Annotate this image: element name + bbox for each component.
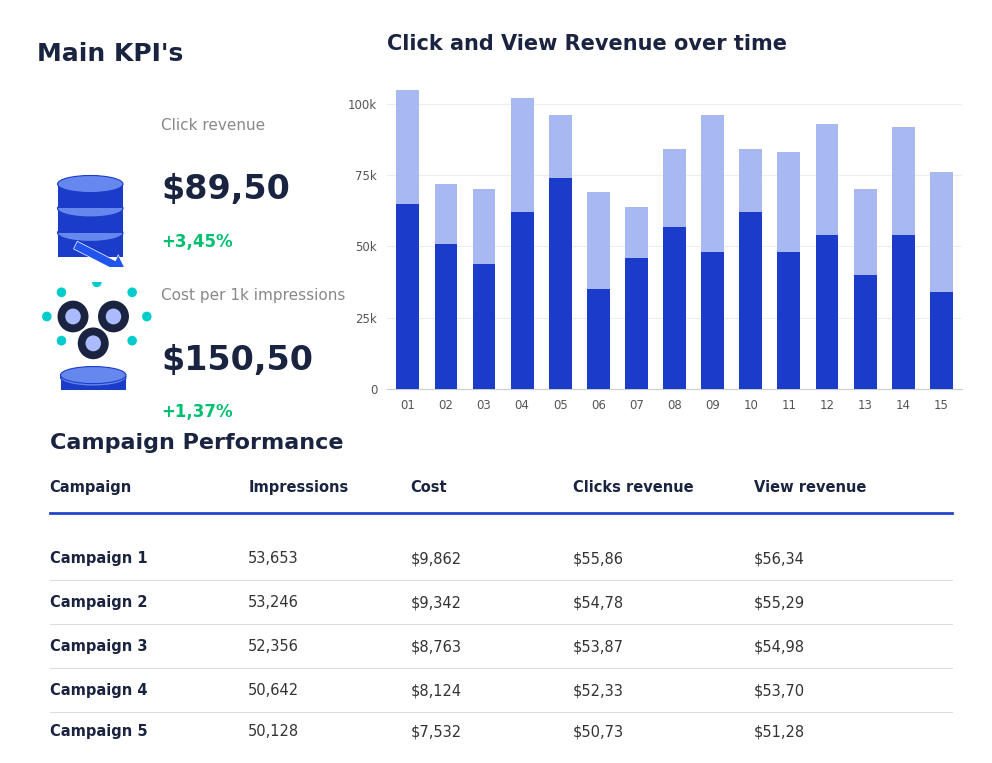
- Bar: [511, 98, 534, 212]
- Bar: [587, 289, 610, 389]
- Bar: [663, 227, 686, 389]
- Text: $150,50: $150,50: [162, 344, 313, 377]
- Text: $9,342: $9,342: [411, 595, 461, 610]
- Text: $55,29: $55,29: [754, 595, 805, 610]
- Circle shape: [58, 301, 88, 333]
- Circle shape: [142, 311, 152, 321]
- Text: $53,87: $53,87: [573, 639, 624, 654]
- Text: Main KPI's: Main KPI's: [37, 43, 183, 66]
- Text: $7,532: $7,532: [411, 724, 462, 739]
- Text: Campaign 1: Campaign 1: [50, 551, 147, 566]
- Text: 53,653: 53,653: [248, 551, 299, 566]
- Circle shape: [106, 308, 121, 324]
- Bar: [625, 207, 648, 258]
- Text: $54,98: $54,98: [754, 639, 805, 654]
- Text: $50,73: $50,73: [573, 724, 624, 739]
- Bar: [854, 189, 877, 275]
- Text: Impressions: Impressions: [248, 480, 348, 494]
- Bar: [701, 115, 724, 253]
- Text: $55,86: $55,86: [573, 551, 624, 566]
- FancyBboxPatch shape: [58, 184, 123, 208]
- Circle shape: [92, 346, 101, 356]
- Text: $51,28: $51,28: [754, 724, 805, 739]
- Text: $56,34: $56,34: [754, 551, 805, 566]
- Text: 53,246: 53,246: [248, 595, 299, 610]
- Bar: [434, 243, 457, 389]
- Bar: [549, 178, 571, 389]
- FancyBboxPatch shape: [58, 233, 123, 257]
- Circle shape: [57, 288, 66, 298]
- Text: $89,50: $89,50: [162, 173, 291, 206]
- Bar: [397, 89, 420, 204]
- Bar: [815, 235, 838, 389]
- FancyBboxPatch shape: [61, 375, 126, 390]
- Text: $52,33: $52,33: [573, 683, 624, 698]
- Text: $53,70: $53,70: [754, 683, 805, 698]
- Legend: Clicks, View revenue: Clicks, View revenue: [388, 0, 631, 2]
- Ellipse shape: [58, 175, 123, 192]
- Text: Campaign: Campaign: [50, 480, 132, 494]
- Bar: [472, 189, 495, 263]
- Ellipse shape: [61, 366, 126, 384]
- Bar: [397, 204, 420, 389]
- Bar: [739, 212, 762, 389]
- Bar: [625, 258, 648, 389]
- Text: Click revenue: Click revenue: [162, 118, 266, 133]
- Bar: [815, 124, 838, 235]
- Circle shape: [42, 311, 52, 321]
- Bar: [778, 253, 801, 389]
- Bar: [549, 115, 571, 178]
- Text: $9,862: $9,862: [411, 551, 462, 566]
- Text: $54,78: $54,78: [573, 595, 624, 610]
- Circle shape: [92, 278, 101, 287]
- Ellipse shape: [61, 369, 126, 386]
- Bar: [587, 192, 610, 289]
- FancyArrow shape: [73, 241, 126, 275]
- Bar: [892, 235, 915, 389]
- Bar: [892, 127, 915, 235]
- Text: Cost: Cost: [411, 480, 447, 494]
- Bar: [854, 275, 877, 389]
- Bar: [701, 253, 724, 389]
- Bar: [472, 263, 495, 389]
- Text: Campaign 2: Campaign 2: [50, 595, 147, 610]
- Bar: [930, 172, 952, 292]
- Bar: [511, 212, 534, 389]
- Bar: [778, 153, 801, 253]
- Bar: [434, 184, 457, 243]
- Text: Campaign 5: Campaign 5: [50, 724, 147, 739]
- Text: View revenue: View revenue: [754, 480, 866, 494]
- Text: Click and View Revenue over time: Click and View Revenue over time: [387, 34, 787, 54]
- Circle shape: [65, 308, 80, 324]
- Text: +1,37%: +1,37%: [162, 404, 233, 421]
- Bar: [739, 150, 762, 212]
- Text: Campaign 4: Campaign 4: [50, 683, 147, 698]
- Text: Campaign Performance: Campaign Performance: [50, 433, 343, 453]
- Circle shape: [98, 301, 129, 333]
- Text: 52,356: 52,356: [248, 639, 299, 654]
- Text: $8,763: $8,763: [411, 639, 461, 654]
- Text: $8,124: $8,124: [411, 683, 462, 698]
- Bar: [930, 292, 952, 389]
- Text: Cost per 1k impressions: Cost per 1k impressions: [162, 288, 346, 304]
- Circle shape: [127, 336, 137, 346]
- Text: 50,642: 50,642: [248, 683, 300, 698]
- Text: Clicks revenue: Clicks revenue: [573, 480, 693, 494]
- FancyBboxPatch shape: [58, 208, 123, 233]
- Circle shape: [85, 336, 101, 351]
- Text: Campaign 3: Campaign 3: [50, 639, 147, 654]
- Ellipse shape: [58, 224, 123, 241]
- Bar: [663, 150, 686, 227]
- Circle shape: [127, 288, 137, 298]
- Text: 50,128: 50,128: [248, 724, 300, 739]
- Text: +3,45%: +3,45%: [162, 233, 233, 251]
- Circle shape: [57, 336, 66, 346]
- Circle shape: [77, 327, 109, 359]
- Ellipse shape: [58, 200, 123, 217]
